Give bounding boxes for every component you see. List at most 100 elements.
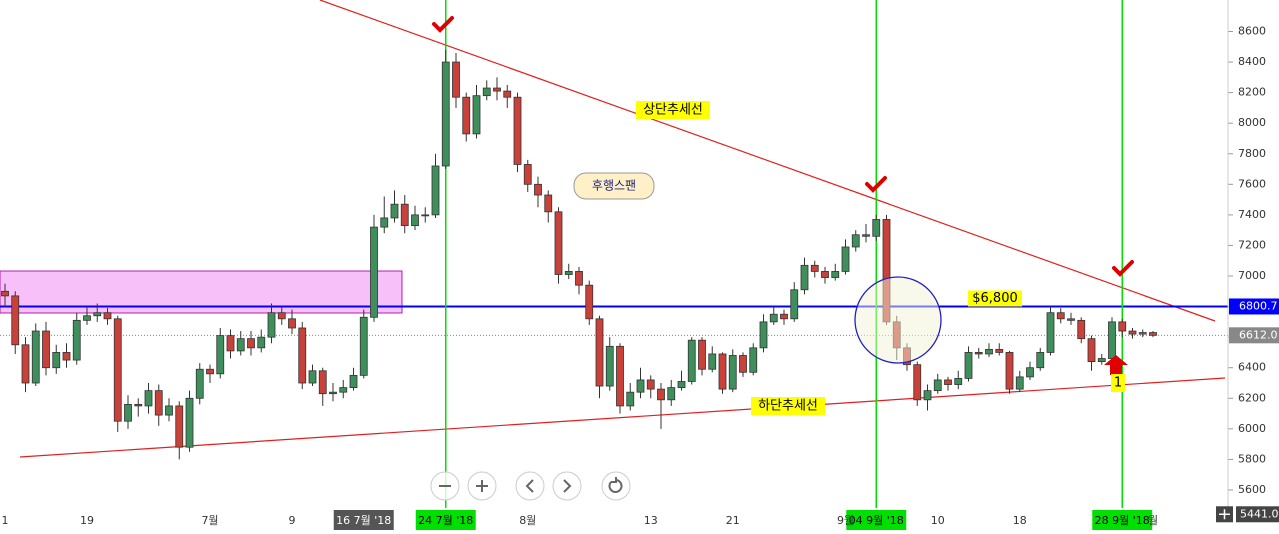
marker-label-bg — [415, 510, 476, 530]
candle-body — [687, 339, 696, 382]
candle-body — [1118, 321, 1127, 332]
crosshair-plus — [1219, 509, 1230, 520]
candle-body — [1005, 352, 1014, 390]
y-tick-label: 8200 — [1238, 86, 1266, 99]
candle-body — [636, 379, 645, 393]
annotation-bg — [751, 397, 825, 415]
candle-body — [1015, 376, 1024, 390]
candle-body — [821, 271, 829, 278]
candle-body — [349, 374, 358, 388]
candle-body — [288, 318, 296, 329]
candle-body — [718, 353, 727, 390]
level-tag: 6800.7 — [1239, 299, 1278, 312]
callout-bg — [573, 172, 655, 200]
level-label: $6,800 — [972, 291, 1018, 306]
scroll-right-button[interactable] — [552, 471, 582, 501]
x-tick-label: 10 — [931, 514, 945, 527]
candle-body — [83, 315, 91, 321]
candle-body — [175, 405, 184, 448]
candle-body — [605, 345, 614, 387]
annotation-bg — [636, 101, 710, 119]
candle-body — [769, 313, 778, 323]
x-tick-label: 9월 — [837, 514, 854, 527]
candle-body — [370, 226, 378, 318]
candle-body — [165, 405, 173, 416]
candle-body — [800, 264, 809, 291]
candle-body — [195, 368, 204, 399]
annotation: 1 — [1114, 376, 1122, 391]
candle-body — [810, 264, 819, 272]
candle-body — [462, 96, 471, 135]
upper-trendline — [319, 0, 1216, 322]
icon — [476, 480, 488, 492]
x-tick-label: 21 — [726, 514, 740, 527]
highlight-circle — [854, 276, 942, 364]
candle-body — [944, 379, 952, 385]
candle-body — [575, 271, 583, 286]
marker-label-bg — [1092, 510, 1153, 530]
scroll-left-button[interactable] — [515, 471, 545, 501]
candle-body — [472, 95, 481, 135]
candle-body — [677, 381, 686, 388]
candle-body — [554, 211, 563, 275]
candle-body — [1056, 312, 1065, 320]
candle-body — [144, 390, 153, 407]
check-marks — [432, 16, 1134, 277]
level-tag-bg — [1229, 298, 1279, 315]
candle-body — [985, 348, 993, 355]
candle-body — [329, 391, 337, 395]
candle-body — [933, 379, 942, 392]
candle-body — [872, 219, 881, 237]
y-tick-label: 7000 — [1238, 269, 1266, 282]
marker-label: 16 7월 '18 — [336, 514, 391, 527]
y-tick-label: 7400 — [1238, 208, 1266, 221]
candle-body — [359, 316, 368, 376]
candle-body — [739, 355, 747, 373]
candle-body — [62, 352, 71, 361]
x-axis-panel — [0, 508, 1228, 534]
candle-body — [52, 352, 61, 369]
candle-body — [390, 203, 399, 219]
marker-label: 04 9월 '18 — [849, 514, 904, 527]
marker-label-bg — [846, 510, 907, 530]
candle-body — [431, 165, 440, 216]
candle-body — [1087, 338, 1096, 363]
x-tick-label: 19 — [80, 514, 94, 527]
icon — [563, 479, 572, 493]
candle-body — [308, 370, 317, 384]
crosshair-tag: 5441.0 — [1240, 507, 1279, 520]
last-price-tag: 6612.0 — [1239, 328, 1278, 341]
candle-body — [923, 390, 932, 401]
candle-body — [113, 318, 122, 422]
candle-body — [11, 295, 20, 346]
candle-body — [1128, 330, 1137, 335]
candle-body — [380, 217, 389, 228]
marker-label: 28 9월 '18 — [1095, 514, 1150, 527]
candle-body — [780, 313, 788, 320]
candle-body — [964, 352, 973, 379]
y-tick-label: 6000 — [1238, 422, 1266, 435]
candle-body — [298, 327, 307, 384]
candle-body — [103, 312, 112, 320]
candle-body — [616, 345, 624, 407]
icon — [608, 477, 623, 493]
y-tick-label: 7600 — [1238, 177, 1266, 190]
last-price-tag-bg — [1229, 327, 1279, 344]
x-tick-label: 1 — [2, 514, 9, 527]
x-tick-label: 9 — [289, 514, 296, 527]
reset-button[interactable] — [601, 471, 631, 501]
candle-body — [626, 391, 635, 407]
marker-label: 24 7월 '18 — [418, 514, 473, 527]
candle-body — [995, 348, 1004, 353]
candle-body — [728, 355, 737, 390]
y-tick-label: 8600 — [1238, 24, 1266, 37]
candle-body — [534, 183, 542, 196]
candle-body — [564, 271, 573, 275]
y-tick-label: 8400 — [1238, 55, 1266, 68]
candle-body — [523, 164, 532, 185]
candle-body — [154, 390, 163, 416]
candle-body — [247, 338, 255, 349]
candle-body — [1097, 358, 1106, 363]
